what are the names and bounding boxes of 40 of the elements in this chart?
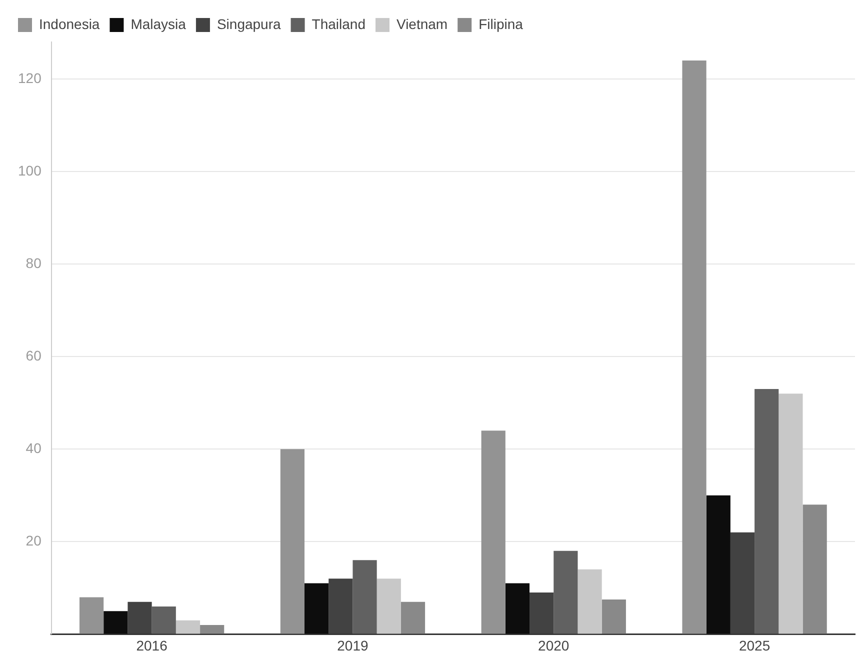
x-tick-label: 2020 (538, 637, 570, 654)
y-tick-label: 20 (26, 532, 42, 549)
bar (400, 602, 426, 634)
x-tick-label: 2025 (738, 637, 770, 654)
y-tick-label: 80 (26, 254, 42, 271)
legend-label: Vietnam (396, 16, 448, 32)
bar (602, 600, 626, 634)
bar (778, 394, 803, 634)
bar (505, 583, 530, 634)
bar (730, 532, 755, 634)
bar (802, 504, 827, 634)
bar (176, 620, 200, 634)
y-tick-label: 40 (26, 440, 42, 456)
legend-label: Thailand (312, 16, 366, 32)
legend-label: Malaysia (130, 16, 186, 32)
legend-label: Filipina (478, 16, 524, 32)
y-tick-label: 100 (18, 162, 42, 178)
x-tick-label: 2016 (136, 637, 168, 654)
bar (682, 60, 706, 634)
bar (530, 592, 554, 634)
bar (554, 550, 578, 634)
bar (376, 578, 401, 634)
bar (280, 449, 305, 634)
bar (200, 624, 224, 634)
y-tick-label: 120 (18, 70, 42, 86)
bar (104, 611, 128, 634)
legend-label: Singapura (216, 16, 281, 32)
y-tick-label: 60 (26, 347, 42, 364)
bar (578, 569, 602, 634)
bar (352, 560, 377, 634)
bar (304, 583, 329, 634)
x-tick-label: 2019 (337, 637, 369, 654)
bar (79, 597, 104, 634)
bar (754, 388, 779, 634)
bar (481, 430, 506, 634)
bar (706, 495, 730, 634)
legend-label: Indonesia (39, 16, 100, 32)
bar (152, 606, 176, 634)
bar (128, 602, 152, 634)
bar (328, 578, 353, 634)
